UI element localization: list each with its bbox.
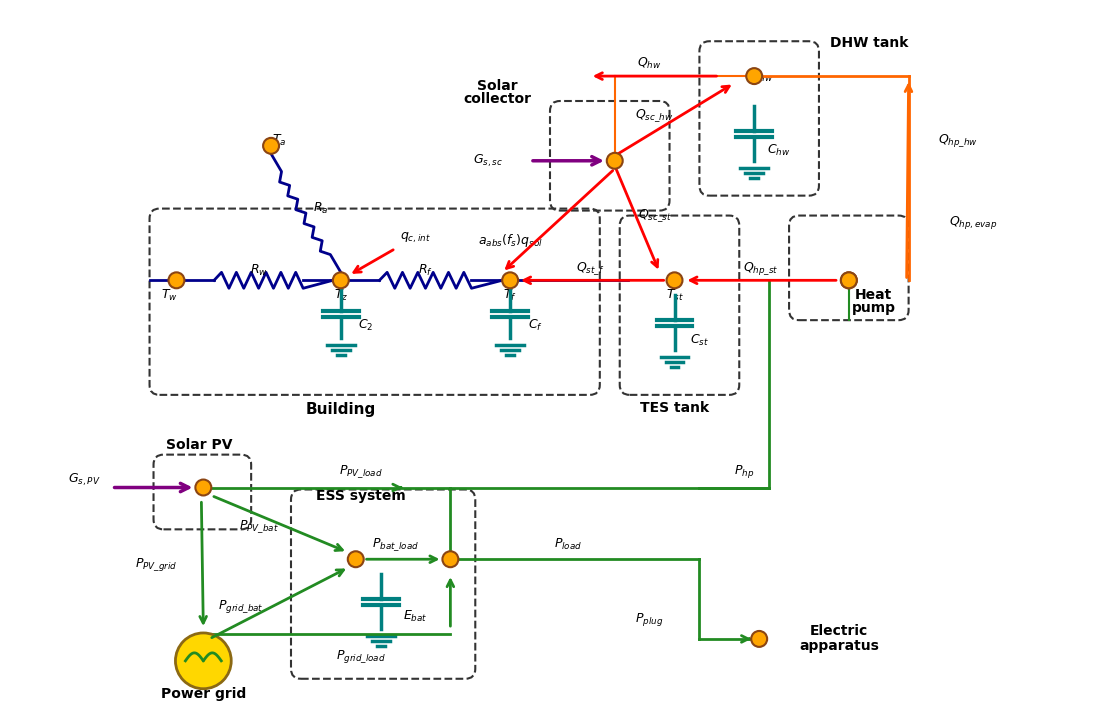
Text: $Q_{st\_f}$: $Q_{st\_f}$ bbox=[575, 260, 604, 277]
Text: $R_f$: $R_f$ bbox=[418, 262, 433, 278]
Text: $P_{plug}$: $P_{plug}$ bbox=[636, 611, 664, 627]
Text: $T_f$: $T_f$ bbox=[503, 288, 517, 303]
Circle shape bbox=[607, 153, 623, 169]
Text: $P_{PV\_grid}$: $P_{PV\_grid}$ bbox=[135, 556, 178, 572]
Text: $E_{bat}$: $E_{bat}$ bbox=[403, 609, 428, 624]
Circle shape bbox=[264, 138, 279, 154]
Text: pump: pump bbox=[852, 301, 896, 315]
Text: $Q_{hp,evap}$: $Q_{hp,evap}$ bbox=[949, 214, 998, 231]
Text: $C_2$: $C_2$ bbox=[358, 317, 373, 332]
Text: $T_{st}$: $T_{st}$ bbox=[665, 288, 683, 303]
Text: $P_{PV\_bat}$: $P_{PV\_bat}$ bbox=[239, 518, 279, 535]
Text: $P_{grid\_load}$: $P_{grid\_load}$ bbox=[336, 648, 385, 665]
Text: ESS system: ESS system bbox=[316, 490, 405, 503]
Circle shape bbox=[751, 631, 768, 647]
Circle shape bbox=[747, 68, 762, 84]
Text: $R_w$: $R_w$ bbox=[250, 262, 268, 278]
Text: TES tank: TES tank bbox=[640, 401, 709, 415]
Circle shape bbox=[666, 273, 683, 288]
Text: Building: Building bbox=[305, 402, 376, 417]
Text: $Q_{hp\_st}$: $Q_{hp\_st}$ bbox=[743, 260, 778, 277]
Text: $G_{s,sc}$: $G_{s,sc}$ bbox=[473, 153, 503, 169]
Text: $C_{hw}$: $C_{hw}$ bbox=[768, 143, 791, 159]
Circle shape bbox=[841, 273, 856, 288]
Circle shape bbox=[176, 633, 232, 689]
Circle shape bbox=[502, 273, 518, 288]
Circle shape bbox=[348, 552, 363, 567]
Circle shape bbox=[168, 273, 184, 288]
Text: $T_{hw}$: $T_{hw}$ bbox=[751, 68, 773, 84]
Text: Electric: Electric bbox=[809, 624, 869, 638]
Text: Power grid: Power grid bbox=[160, 686, 246, 701]
Circle shape bbox=[195, 479, 211, 495]
Text: $a_{abs}(f_s)q_{sol}$: $a_{abs}(f_s)q_{sol}$ bbox=[478, 232, 542, 249]
Text: $G_{s,PV}$: $G_{s,PV}$ bbox=[68, 472, 100, 487]
Text: $Q_{hp\_hw}$: $Q_{hp\_hw}$ bbox=[939, 133, 978, 149]
Text: $T_a$: $T_a$ bbox=[272, 133, 287, 149]
Text: $P_{hp}$: $P_{hp}$ bbox=[735, 463, 754, 480]
Text: $C_{st}$: $C_{st}$ bbox=[690, 332, 709, 348]
Text: $P_{PV\_load}$: $P_{PV\_load}$ bbox=[339, 463, 383, 480]
Text: $Q_{sc\_st}$: $Q_{sc\_st}$ bbox=[638, 207, 672, 224]
Text: $R_a$: $R_a$ bbox=[313, 201, 328, 216]
Text: Solar: Solar bbox=[477, 79, 517, 93]
Text: Heat: Heat bbox=[855, 288, 893, 302]
Text: DHW tank: DHW tank bbox=[830, 36, 908, 50]
Text: Solar PV: Solar PV bbox=[166, 438, 233, 451]
Text: $P_{grid\_bat}$: $P_{grid\_bat}$ bbox=[219, 598, 264, 614]
Text: $P_{load}$: $P_{load}$ bbox=[553, 536, 582, 552]
Circle shape bbox=[442, 552, 458, 567]
Text: $Q_{sc\_hw}$: $Q_{sc\_hw}$ bbox=[636, 107, 674, 124]
Text: $Q_{hw}$: $Q_{hw}$ bbox=[637, 56, 662, 71]
Text: $T_w$: $T_w$ bbox=[161, 288, 178, 303]
Text: apparatus: apparatus bbox=[799, 639, 878, 653]
Circle shape bbox=[333, 273, 349, 288]
Circle shape bbox=[841, 273, 856, 288]
Text: $q_{c,int}$: $q_{c,int}$ bbox=[400, 231, 432, 244]
Text: $C_f$: $C_f$ bbox=[528, 317, 542, 332]
Text: collector: collector bbox=[463, 92, 531, 106]
Text: $P_{bat\_load}$: $P_{bat\_load}$ bbox=[372, 536, 419, 553]
Text: $T_z$: $T_z$ bbox=[334, 288, 348, 303]
